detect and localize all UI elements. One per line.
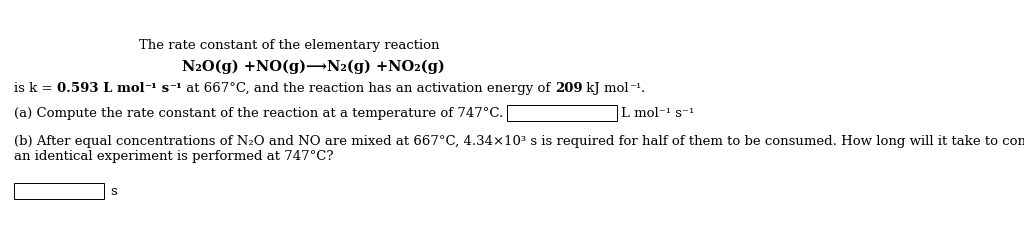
Text: ⁻¹: ⁻¹ xyxy=(144,82,158,95)
Text: (b) After equal concentrations of N₂O and NO are mixed at 667°C, 4.34×10³ s is r: (b) After equal concentrations of N₂O an… xyxy=(14,135,1024,148)
Text: ⁻¹: ⁻¹ xyxy=(629,82,641,95)
Text: (a) Compute the rate constant of the reaction at a temperature of 747°C.: (a) Compute the rate constant of the rea… xyxy=(14,107,503,120)
Text: L mol⁻¹ s⁻¹: L mol⁻¹ s⁻¹ xyxy=(622,107,694,120)
Text: .: . xyxy=(641,82,645,95)
Text: s: s xyxy=(110,185,117,198)
Text: at 667°C, and the reaction has an activation energy of: at 667°C, and the reaction has an activa… xyxy=(182,82,555,95)
Text: 0.593 L mol: 0.593 L mol xyxy=(56,82,144,95)
Text: ⁻¹: ⁻¹ xyxy=(169,82,182,95)
Text: kJ mol: kJ mol xyxy=(583,82,629,95)
Text: The rate constant of the elementary reaction: The rate constant of the elementary reac… xyxy=(139,39,439,52)
Text: (a) Compute the rate constant of the reaction at a temperature of 747°C.: (a) Compute the rate constant of the rea… xyxy=(14,107,503,120)
Text: s: s xyxy=(158,82,169,95)
Bar xyxy=(507,105,617,121)
Text: an identical experiment is performed at 747°C?: an identical experiment is performed at … xyxy=(14,150,334,163)
Text: is k =: is k = xyxy=(14,82,56,95)
Text: 209: 209 xyxy=(555,82,583,95)
Bar xyxy=(14,183,104,199)
Text: N₂O(g) +NO(g)⟶N₂(g) +NO₂(g): N₂O(g) +NO(g)⟶N₂(g) +NO₂(g) xyxy=(182,59,445,74)
